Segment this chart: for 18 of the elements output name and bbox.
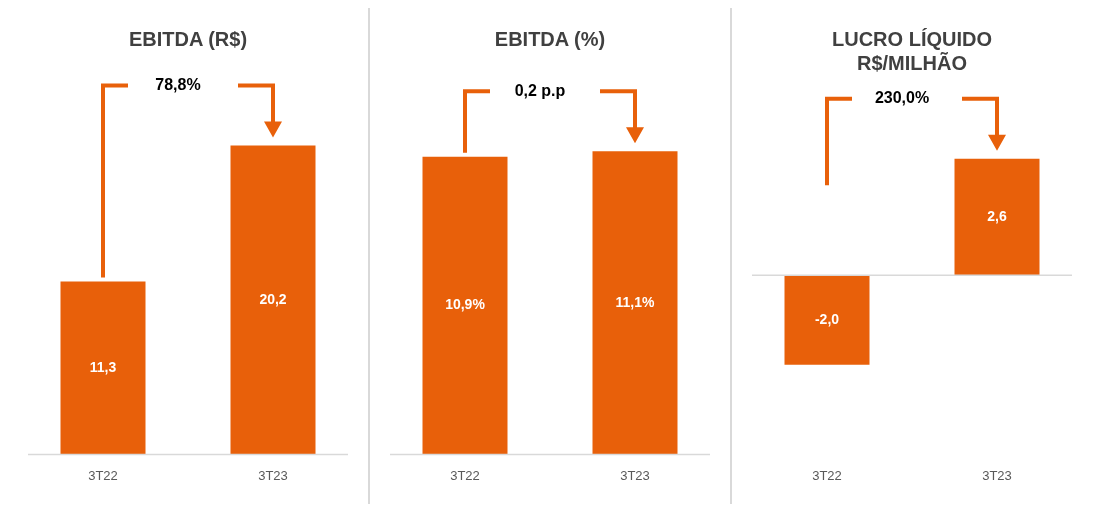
x-tick-label: 3T22 (450, 467, 480, 483)
text: 0,2 p.p (514, 81, 566, 99)
data-label: 2,6 (987, 207, 1007, 224)
x-tick-label: 3T23 (982, 467, 1012, 483)
x-tick-label: 3T23 (258, 467, 288, 483)
data-label: -2,0 (814, 310, 840, 327)
x-tick-label: 3T23 (620, 467, 650, 483)
text: 78,8% (155, 75, 201, 93)
text: 230,0% (874, 89, 930, 107)
data-label: 11,1% (615, 293, 656, 310)
x-tick-label: 3T22 (812, 467, 842, 483)
x-tick-label: 3T22 (88, 467, 118, 483)
data-label: 10,9% (445, 296, 486, 313)
chart-title: EBITDA (R$) (128, 27, 248, 50)
data-label: 11,3 (89, 358, 117, 375)
chart-title: EBITDA (%) (494, 27, 606, 50)
chart-title: LUCRO LÍQUIDO R$/MILHÃO (832, 27, 992, 74)
data-label: 20,2 (259, 290, 287, 307)
